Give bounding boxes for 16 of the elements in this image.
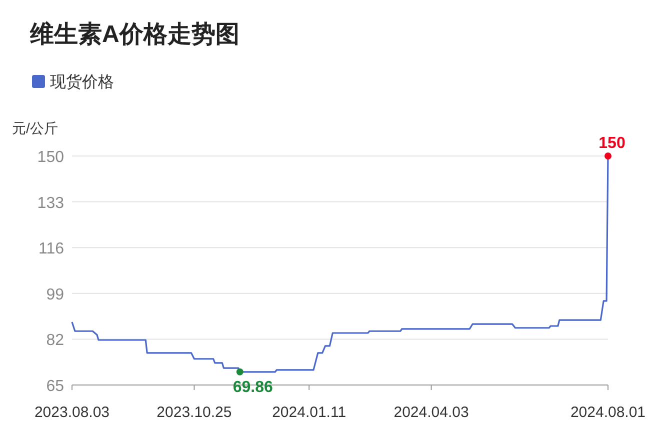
chart-title: 维生素A价格走势图 (29, 21, 240, 48)
y-tick-label: 150 (37, 149, 64, 166)
x-tick-label: 2024.01.11 (272, 404, 346, 421)
y-tick-label: 82 (46, 332, 64, 350)
x-tick-label: 2023.08.03 (34, 404, 110, 421)
annotation: 150 (598, 135, 626, 152)
x-tick-label: 2024.08.01 (570, 404, 646, 421)
y-axis-title: 元/公斤 (12, 120, 58, 136)
x-tick-label: 2023.10.25 (156, 404, 232, 421)
x-tick-label: 2024.04.03 (394, 404, 469, 421)
y-tick-label: 99 (46, 286, 64, 304)
y-tick-label: 133 (37, 194, 64, 212)
y-tick-label: 65 (46, 378, 64, 395)
annotation: 69.86 (232, 378, 273, 396)
legend-label: 现货价格 (50, 73, 114, 91)
y-tick-label: 116 (38, 240, 64, 258)
